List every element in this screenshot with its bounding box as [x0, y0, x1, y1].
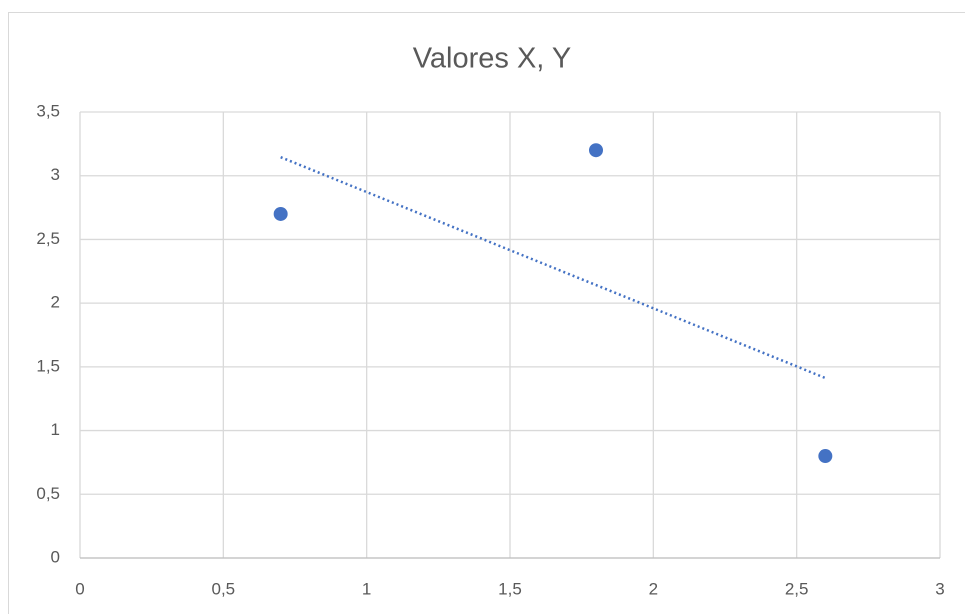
scatter-point: [818, 449, 833, 464]
x-tick-label: 2,5: [785, 579, 809, 598]
y-tick-label: 1,5: [36, 356, 60, 375]
y-tick-label: 2,5: [36, 229, 60, 248]
x-tick-label: 1: [362, 579, 371, 598]
y-tick-label: 2: [51, 293, 60, 312]
y-tick-label: 3: [51, 165, 60, 184]
scatter-point: [273, 206, 288, 221]
x-tick-label: 0,5: [212, 579, 236, 598]
y-tick-label: 3,5: [36, 101, 60, 120]
x-tick-label: 2: [649, 579, 658, 598]
x-tick-label: 1,5: [498, 579, 522, 598]
y-tick-label: 0: [51, 547, 60, 566]
x-tick-label: 0: [75, 579, 84, 598]
scatter-point: [589, 143, 603, 158]
x-tick-label: 3: [935, 579, 944, 598]
chart-title: Valores X, Y: [413, 43, 572, 75]
y-tick-label: 0,5: [36, 484, 60, 503]
chart-border: [8, 12, 965, 614]
y-tick-label: 1: [51, 420, 60, 439]
